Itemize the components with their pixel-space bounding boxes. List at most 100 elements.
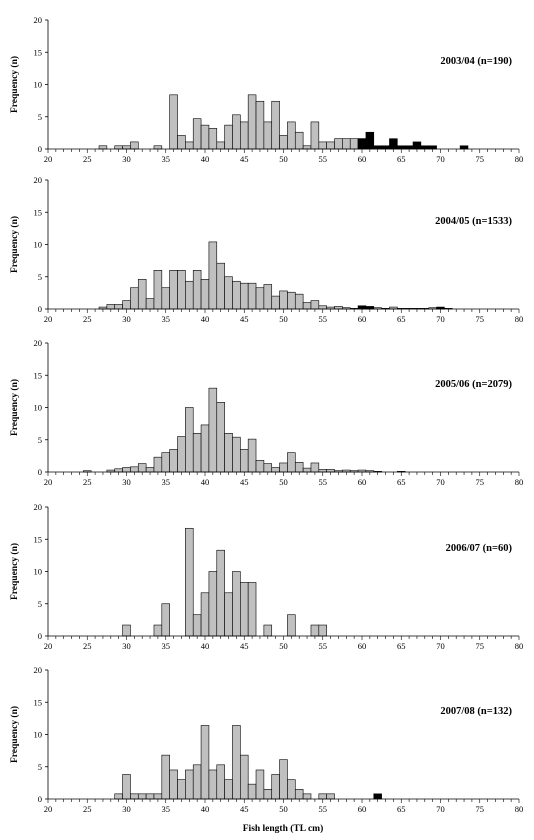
y-tick-label: 20 (34, 502, 43, 512)
bar-black-68 (420, 145, 430, 150)
histogram-panel-5: 0 5 10 15 20 20 25 30 35 40 45 50 55 60 65 70 75 80 2007/0… (9, 665, 523, 814)
x-tick-label: 40 (201, 314, 210, 324)
x-tick-label: 55 (319, 477, 328, 487)
x-axis-title: Fish length (TL cm) (243, 823, 324, 834)
x-tick-label: 20 (44, 641, 53, 651)
bar-grey-35 (161, 754, 170, 800)
x-tick-label: 40 (201, 804, 210, 814)
bar-grey-31 (130, 141, 139, 150)
bar-grey-48 (263, 121, 273, 150)
bar-grey-44 (232, 280, 241, 310)
bar-grey-31 (130, 466, 139, 473)
x-tick-label: 20 (44, 477, 53, 487)
y-tick-label: 5 (38, 599, 42, 609)
bar-grey-51 (287, 779, 296, 800)
bar-grey-44 (232, 114, 241, 150)
y-tick-label: 15 (34, 697, 43, 707)
bar-grey-43 (224, 124, 233, 150)
x-tick-label: 50 (279, 477, 288, 487)
x-tick-label: 20 (44, 314, 53, 324)
y-tick-label: 5 (38, 762, 42, 772)
y-tick-label: 0 (38, 467, 42, 477)
y-tick-label: 15 (34, 47, 43, 57)
x-tick-label: 35 (162, 477, 171, 487)
histogram-panel-3: 0 5 10 15 20 20 25 30 35 40 45 50 55 60 65 70 75 80 2005/0… (9, 338, 523, 487)
bar-grey-51 (287, 291, 296, 310)
x-tick-label: 25 (83, 314, 92, 324)
histogram-panel-1: 0 5 10 15 20 20 25 30 35 40 45 50 55 60 65 70 75 80 2003/0… (9, 15, 523, 164)
bar-grey-39 (192, 269, 202, 310)
bar-black-60 (357, 138, 367, 150)
bar-grey-33 (145, 793, 155, 800)
y-axis-title: Frequency (n) (9, 216, 20, 273)
panel-title: 2004/05 (n=1533) (435, 216, 512, 227)
bar-grey-49 (271, 100, 280, 150)
x-tick-label: 35 (162, 641, 171, 651)
bar-grey-39 (192, 432, 202, 473)
bar-grey-27 (98, 145, 108, 150)
x-tick-label: 55 (319, 314, 328, 324)
bar-grey-36 (169, 94, 178, 150)
x-tick-label: 75 (476, 804, 485, 814)
x-tick-label: 50 (279, 804, 288, 814)
x-tick-label: 30 (122, 477, 131, 487)
bar-grey-43 (224, 592, 233, 637)
bar-grey-43 (224, 276, 233, 310)
bar-grey-30 (122, 467, 131, 473)
bar-grey-40 (200, 592, 210, 637)
bar-grey-34 (153, 793, 163, 800)
bar-grey-56 (326, 793, 335, 800)
x-tick-label: 70 (436, 641, 445, 651)
y-tick-label: 0 (38, 304, 42, 314)
bar-grey-52 (294, 462, 304, 473)
x-tick-label: 45 (240, 154, 249, 164)
x-tick-label: 50 (279, 314, 288, 324)
x-tick-label: 65 (397, 477, 406, 487)
x-tick-label: 55 (319, 154, 328, 164)
bar-grey-53 (302, 467, 312, 473)
bar-grey-58 (342, 138, 351, 150)
bar-grey-43 (224, 779, 233, 800)
y-tick-label: 0 (38, 631, 42, 641)
x-tick-label: 60 (358, 641, 367, 651)
bar-grey-41 (208, 241, 218, 310)
panel-title: 2007/08 (n=132) (440, 706, 512, 717)
x-tick-label: 55 (319, 804, 328, 814)
bar-grey-38 (185, 769, 194, 800)
bar-grey-29 (114, 468, 123, 473)
bar-black-67 (412, 141, 422, 150)
panel-title: 2006/07 (n=60) (446, 543, 513, 554)
bar-black-66 (404, 145, 414, 150)
bar-grey-35 (161, 452, 170, 473)
y-axis-title: Frequency (n) (9, 56, 20, 113)
bar-grey-53 (302, 793, 312, 800)
x-tick-label: 25 (83, 804, 92, 814)
x-tick-label: 65 (397, 804, 406, 814)
x-tick-label: 70 (436, 154, 445, 164)
bar-grey-29 (114, 145, 123, 150)
bar-grey-38 (185, 280, 194, 310)
bar-grey-37 (177, 135, 186, 150)
bar-grey-38 (185, 407, 194, 473)
y-tick-label: 0 (38, 794, 42, 804)
bar-grey-40 (200, 279, 210, 310)
x-tick-label: 80 (515, 477, 524, 487)
bar-black-73 (459, 145, 469, 150)
panel-title: 2005/06 (n=2079) (435, 379, 512, 390)
y-tick-label: 10 (34, 730, 43, 740)
bar-grey-56 (326, 141, 335, 150)
bar-grey-47 (255, 460, 265, 473)
bar-grey-55 (318, 624, 327, 637)
bar-grey-32 (137, 793, 147, 800)
bar-grey-54 (310, 462, 320, 473)
y-tick-label: 20 (34, 338, 43, 348)
bar-grey-59 (349, 138, 359, 150)
x-tick-label: 45 (240, 477, 249, 487)
bar-grey-54 (310, 121, 320, 150)
y-tick-label: 15 (34, 207, 43, 217)
bar-grey-46 (247, 282, 257, 310)
y-axis-title: Frequency (n) (9, 543, 20, 600)
y-tick-label: 10 (34, 80, 43, 90)
bar-grey-36 (169, 769, 178, 800)
